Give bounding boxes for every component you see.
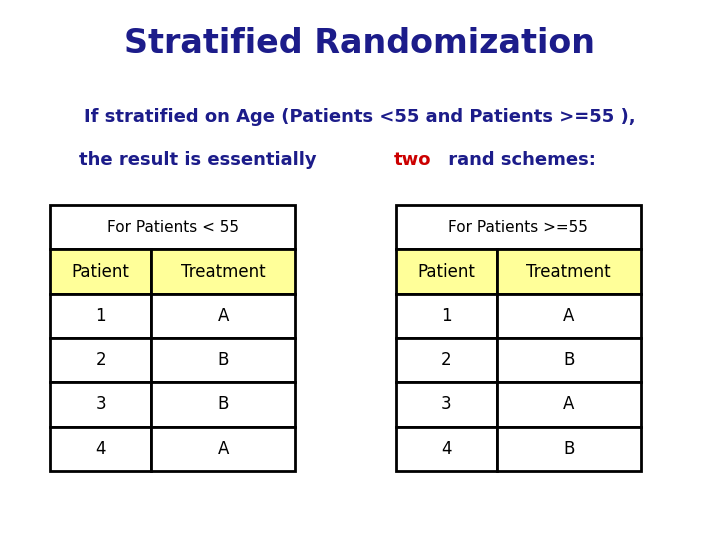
- Bar: [50, 338, 151, 382]
- Text: Treatment: Treatment: [181, 262, 266, 281]
- Bar: [396, 249, 497, 294]
- Bar: [50, 205, 295, 249]
- Bar: [497, 338, 641, 382]
- Bar: [50, 294, 151, 338]
- Bar: [497, 249, 641, 294]
- Text: 4: 4: [96, 440, 106, 458]
- Bar: [50, 249, 151, 294]
- Bar: [396, 427, 497, 471]
- Text: Stratified Randomization: Stratified Randomization: [125, 27, 595, 60]
- Text: For Patients < 55: For Patients < 55: [107, 220, 239, 235]
- Bar: [151, 382, 295, 427]
- Text: A: A: [563, 395, 575, 414]
- Text: A: A: [563, 307, 575, 325]
- Text: two: two: [394, 151, 431, 169]
- Text: B: B: [563, 351, 575, 369]
- Bar: [151, 294, 295, 338]
- Text: rand schemes:: rand schemes:: [442, 151, 596, 169]
- Bar: [396, 294, 497, 338]
- Text: the result is essentially: the result is essentially: [79, 151, 323, 169]
- Text: For Patients >=55: For Patients >=55: [449, 220, 588, 235]
- Text: Patient: Patient: [72, 262, 130, 281]
- Bar: [396, 382, 497, 427]
- Text: B: B: [217, 351, 229, 369]
- Bar: [497, 382, 641, 427]
- Text: 2: 2: [96, 351, 106, 369]
- Text: 3: 3: [96, 395, 106, 414]
- Text: 4: 4: [441, 440, 451, 458]
- Text: 2: 2: [441, 351, 451, 369]
- Text: B: B: [217, 395, 229, 414]
- Text: 3: 3: [441, 395, 451, 414]
- Bar: [151, 338, 295, 382]
- Bar: [50, 382, 151, 427]
- Bar: [497, 294, 641, 338]
- Text: A: A: [217, 307, 229, 325]
- Bar: [497, 427, 641, 471]
- Bar: [151, 249, 295, 294]
- Text: A: A: [217, 440, 229, 458]
- Bar: [151, 427, 295, 471]
- Text: Patient: Patient: [418, 262, 475, 281]
- Bar: [396, 338, 497, 382]
- Bar: [396, 205, 641, 249]
- Text: Treatment: Treatment: [526, 262, 611, 281]
- Bar: [50, 427, 151, 471]
- Text: 1: 1: [441, 307, 451, 325]
- Text: 1: 1: [96, 307, 106, 325]
- Text: If stratified on Age (Patients <55 and Patients >=55 ),: If stratified on Age (Patients <55 and P…: [84, 108, 636, 126]
- Text: B: B: [563, 440, 575, 458]
